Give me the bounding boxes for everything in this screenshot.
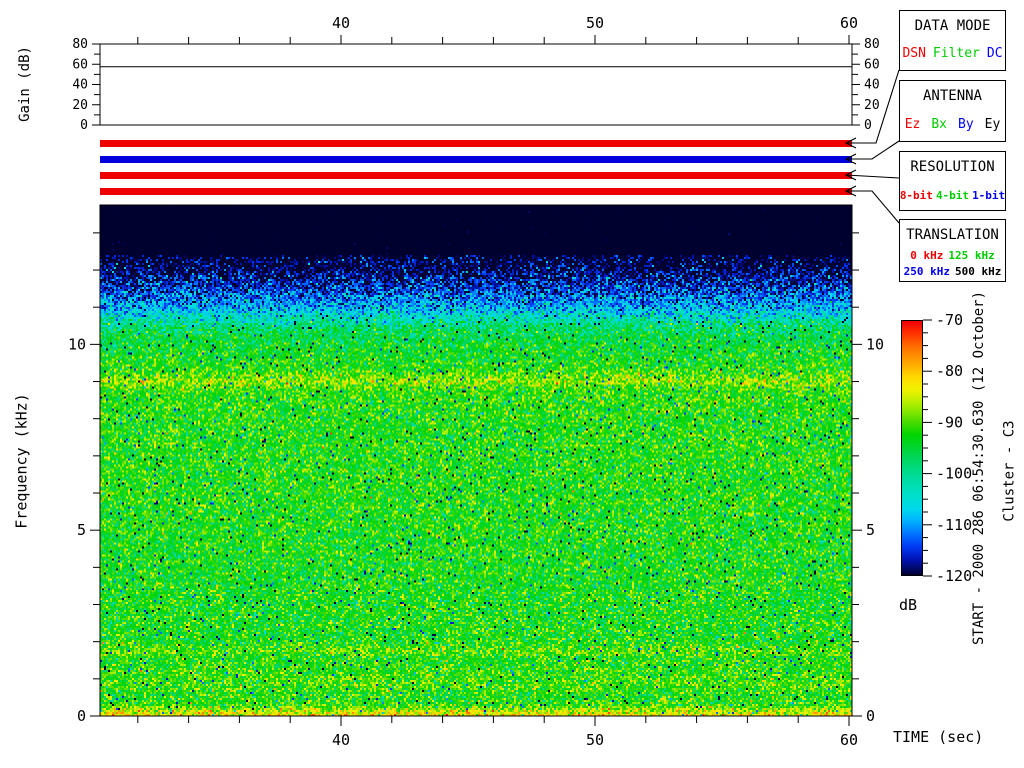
freq-right-tick-label: 0 — [866, 707, 875, 725]
gain-right-tick-label: 40 — [864, 78, 880, 93]
freq-left-tick-label: 10 — [68, 335, 86, 353]
legend-option-dsn: DSN — [902, 46, 926, 61]
status-bar-resolution — [100, 172, 852, 179]
gain-right-tick-label: 0 — [864, 118, 872, 133]
legend-option-250-khz: 250 kHz — [903, 265, 950, 278]
legend-option-filter: Filter — [932, 46, 980, 61]
legend-option-1-bit: 1-bit — [972, 189, 1006, 202]
gain-top-tick-label: 50 — [586, 14, 604, 32]
colorbar-tick-label: -110 — [936, 516, 972, 534]
freq-right-tick-label: 10 — [866, 335, 884, 353]
legend-option-by: By — [958, 117, 974, 132]
colorbar-unit-label: dB — [899, 596, 918, 614]
colorbar-tick-label: -90 — [936, 413, 963, 431]
legend-option-125-khz: 125 kHz — [948, 249, 995, 262]
legend-arrowhead-data-mode — [844, 137, 857, 149]
legend-option-ez: Ez — [904, 117, 921, 132]
colorbar-tick-label: -70 — [936, 311, 963, 329]
freq-left-tick-label: 5 — [77, 521, 86, 539]
spectrogram-image — [100, 205, 852, 716]
colorbar-tick-label: -120 — [936, 567, 972, 585]
legend-values: DSN Filter DC — [900, 46, 1005, 61]
legend-title: TRANSLATION — [906, 227, 999, 243]
gain-left-tick-label: 60 — [72, 57, 88, 72]
legend-title: ANTENNA — [922, 88, 982, 104]
spectrogram-frame — [99, 204, 853, 717]
legend-option-4-bit: 4-bit — [935, 189, 970, 202]
gain-right-tick-label: 60 — [864, 57, 880, 72]
colorbar-tick-label: -80 — [936, 362, 963, 380]
legend-arrowhead-translation — [844, 185, 857, 197]
legend-option-bx: Bx — [931, 117, 947, 132]
status-bar-antenna — [100, 156, 852, 163]
legend-values: 8-bit 4-bit 1-bit — [900, 189, 1005, 202]
gain-right-tick-label: 80 — [864, 37, 880, 52]
gain-right-tick-label: 20 — [864, 98, 880, 113]
colorbar-tick-label: -100 — [936, 465, 972, 483]
legend-option-8-bit: 8-bit — [899, 189, 933, 202]
gain-left-tick-label: 0 — [80, 118, 88, 133]
legend-value-row: DSN Filter DC — [900, 46, 1005, 61]
legend-connector-resolution — [845, 174, 900, 179]
legend-option-500-khz: 500 kHz — [955, 265, 1002, 278]
gain-top-tick-label: 60 — [840, 14, 858, 32]
legend-connector-antenna — [846, 140, 900, 160]
status-bar-data-mode — [100, 140, 852, 147]
legend-values: 0 kHz 125 kHz 250 kHz 500 kHz — [900, 249, 1005, 278]
legend-value-row: 0 kHz 125 kHz — [900, 249, 1005, 262]
gain-left-tick-label: 80 — [72, 37, 88, 52]
gain-left-tick-label: 40 — [72, 78, 88, 93]
time-axis-label: TIME (sec) — [893, 728, 984, 746]
time-tick-label: 60 — [840, 731, 858, 749]
legend-box-antenna: ANTENNA Ez Bx By Ey — [899, 80, 1006, 142]
gain-top-tick-label: 40 — [332, 14, 350, 32]
freq-left-tick-label: 0 — [77, 707, 86, 725]
legend-box-resolution: RESOLUTION 8-bit 4-bit 1-bit — [899, 151, 1006, 211]
legend-option-ey: Ey — [984, 117, 1001, 132]
legend-connector-data-mode — [846, 69, 900, 144]
gain-left-tick-label: 20 — [72, 98, 88, 113]
colorbar-gradient — [901, 320, 923, 576]
time-tick-label: 50 — [586, 731, 604, 749]
legend-value-row: 250 kHz 500 kHz — [900, 265, 1005, 278]
legend-title: RESOLUTION — [910, 159, 995, 175]
status-bar-translation — [100, 188, 852, 195]
legend-value-row: 8-bit 4-bit 1-bit — [900, 189, 1005, 202]
time-tick-label: 40 — [332, 731, 350, 749]
legend-box-data-mode: DATA MODE DSN Filter DC — [899, 10, 1006, 71]
legend-arrowhead-resolution — [844, 169, 857, 181]
legend-arrowhead-antenna — [844, 153, 857, 165]
legend-title: DATA MODE — [914, 18, 991, 34]
legend-option-0-khz: 0 kHz — [910, 249, 944, 262]
freq-right-tick-label: 5 — [866, 521, 875, 539]
legend-values: Ez Bx By Ey — [900, 117, 1005, 132]
legend-value-row: Ez Bx By Ey — [900, 117, 1005, 132]
legend-connector-translation — [846, 190, 900, 224]
legend-box-translation: TRANSLATION 0 kHz 125 kHz 250 kHz 500 kHz — [899, 219, 1006, 282]
legend-option-dc: DC — [986, 46, 1003, 61]
gain-plot-frame — [99, 43, 853, 126]
